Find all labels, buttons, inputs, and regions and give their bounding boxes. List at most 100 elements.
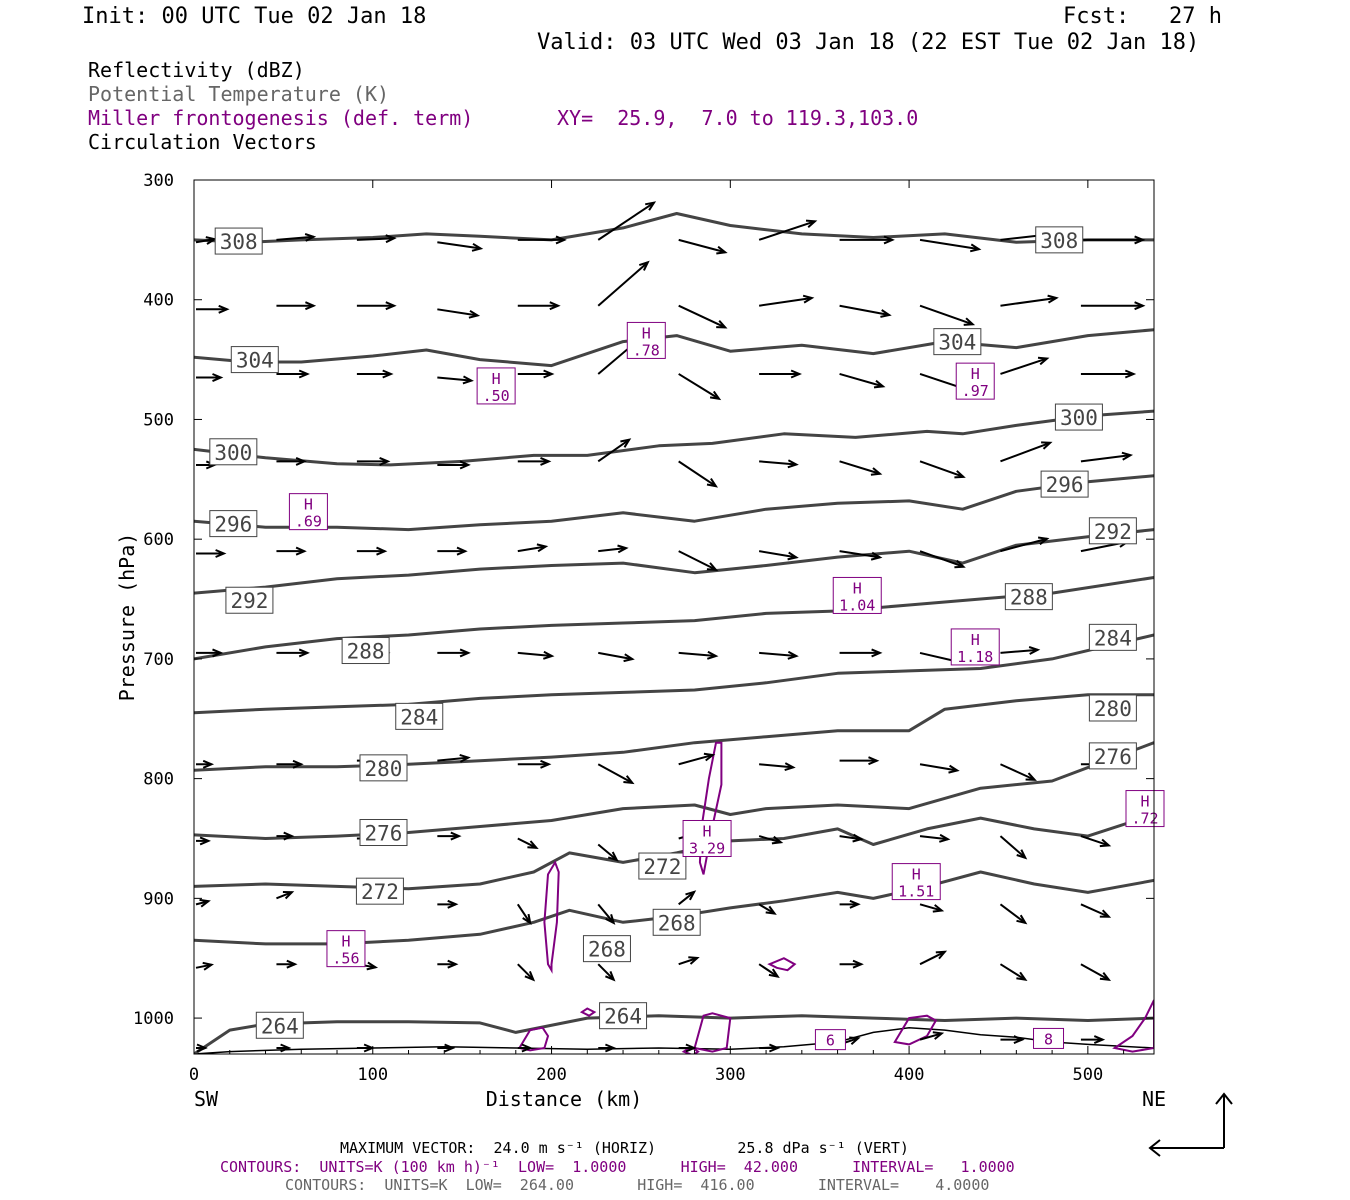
theta-label-box [359, 754, 408, 782]
plot-area [194, 201, 1154, 1054]
vector-arrowhead [376, 546, 388, 556]
theta-label-box [1054, 403, 1103, 431]
fronto-high-marker: H [304, 496, 313, 514]
y-tick-label: 1000 [133, 1009, 174, 1029]
vector-arrowhead [280, 1043, 292, 1053]
fronto-high-marker: H [341, 933, 350, 951]
theta-label: 276 [365, 822, 403, 846]
theta-label-box [225, 586, 274, 614]
vector-arrowhead [199, 898, 211, 908]
vector-arrowhead [685, 890, 697, 901]
vector-arrowhead [645, 201, 657, 211]
vector-arrowhead [298, 369, 310, 379]
circulation-vector [598, 547, 627, 553]
vector-arrowhead [522, 913, 532, 926]
plot-frame [193, 179, 1155, 1055]
circulation-vector [195, 238, 215, 244]
max-vector-note: MAXIMUM VECTOR: 24.0 m s⁻¹ (HORIZ) 25.8 … [340, 1139, 909, 1157]
fronto-high-value: 1.18 [957, 648, 993, 666]
circulation-vector [437, 308, 478, 317]
vector-arrowhead [444, 1043, 456, 1053]
fronto-high-box [950, 628, 1000, 666]
vector-arrowhead [298, 648, 310, 658]
circulation-vector [678, 550, 717, 571]
orientation-up-arrowhead [1215, 1092, 1233, 1105]
vector-arrowhead [212, 648, 224, 658]
vector-arrowhead [939, 833, 951, 843]
theta-contour-note: CONTOURS: UNITS=K LOW= 264.00 HIGH= 416.… [285, 1176, 990, 1194]
theta-label-box [1088, 694, 1137, 722]
circulation-vector [597, 261, 649, 307]
fronto-high-marker: H [703, 822, 712, 840]
vector-arrowhead [385, 301, 397, 311]
fronto-high-box [891, 863, 941, 901]
circulation-vector [999, 963, 1026, 981]
fronto-high-marker: H [492, 370, 501, 388]
vector-arrowhead [283, 831, 295, 841]
vector-arrowhead [295, 546, 307, 556]
vector-arrowhead [963, 317, 976, 326]
fronto-contour [893, 1014, 938, 1046]
circulation-vector [919, 304, 974, 326]
fronto-high-value: 1.51 [898, 883, 934, 901]
circulation-vector [1000, 648, 1038, 654]
vector-arrowhead [468, 309, 481, 319]
vector-arrowhead [868, 756, 880, 766]
circulation-vector [678, 373, 720, 400]
circulation-vector [839, 372, 884, 388]
circulation-vector [678, 460, 717, 487]
fronto-high-box [832, 576, 882, 614]
vector-arrowhead [883, 235, 895, 245]
fronto-contour [1112, 999, 1154, 1053]
vector-arrowhead [521, 1043, 533, 1053]
circulation-vector [839, 460, 881, 475]
theta-contour-300 [194, 409, 1154, 467]
vector-arrowhead [1099, 971, 1112, 981]
vector-arrowhead [199, 836, 211, 846]
vector-arrowhead [305, 301, 317, 311]
vector-arrowhead [459, 648, 471, 658]
circulation-vector [678, 753, 714, 766]
fronto-high-value: .50 [483, 387, 510, 405]
circulation-vector [919, 550, 964, 568]
vector-arrowhead [688, 956, 700, 965]
vector-arrowhead [536, 543, 549, 553]
vector-arrowhead [706, 478, 719, 488]
fronto-high-box [476, 367, 516, 405]
vector-arrowhead [286, 959, 298, 969]
circulation-vector [678, 304, 726, 329]
vector-arrowhead [605, 1043, 617, 1053]
vector-arrowhead [1134, 235, 1146, 245]
theta-label: 268 [658, 911, 696, 935]
circulation-vector [999, 835, 1026, 859]
x-tick-label: 200 [536, 1065, 567, 1085]
circulation-vector [919, 1032, 942, 1041]
vector-arrowhead [196, 1043, 208, 1053]
vector-arrowhead [638, 260, 650, 271]
theta-label-box [359, 819, 408, 847]
fronto-high-marker: H [971, 365, 980, 383]
vector-arrowhead [1028, 646, 1041, 655]
circulation-vector [1000, 537, 1048, 553]
circulation-vector [839, 835, 862, 841]
circulation-vector [1080, 835, 1110, 847]
circulation-vector [1000, 296, 1057, 307]
vector-arrowhead [787, 551, 799, 561]
vector-arrowhead [870, 551, 883, 561]
fronto-high-value: 6 [826, 1032, 835, 1050]
vector-arrowhead [524, 971, 536, 982]
vector-arrowhead [716, 320, 728, 329]
circulation-vector [919, 835, 949, 841]
vector-arrowhead [607, 851, 619, 862]
circulation-vector [597, 438, 630, 463]
circulation-vector [276, 891, 293, 900]
vector-arrowhead [202, 961, 215, 971]
vector-arrowhead [787, 650, 799, 660]
vector-arrowhead [849, 1036, 861, 1045]
vector-arrowhead [932, 904, 945, 913]
x-tick-label: 100 [357, 1065, 388, 1085]
vector-arrowhead [540, 759, 552, 769]
vector-arrowhead [954, 559, 966, 569]
fronto-high-value: .56 [332, 950, 359, 968]
circulation-vector [759, 763, 794, 769]
